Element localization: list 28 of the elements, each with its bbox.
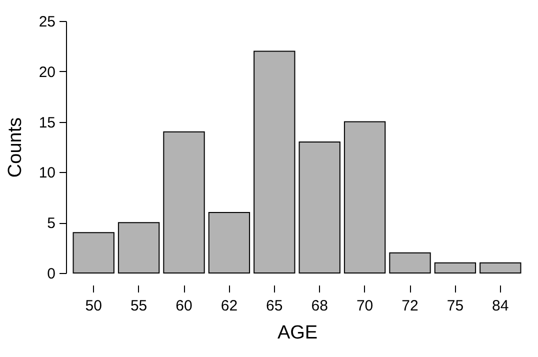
x-axis-title: AGE <box>277 322 318 344</box>
bar <box>344 121 386 274</box>
bar <box>389 252 431 274</box>
y-tick-label: 25 <box>38 14 56 30</box>
x-tick-label: 70 <box>356 298 374 314</box>
bar <box>434 262 476 274</box>
y-tick-label: 5 <box>47 215 56 232</box>
bar <box>118 222 160 274</box>
bar <box>480 262 522 274</box>
x-tick-label: 75 <box>446 298 464 314</box>
y-tick-label: 15 <box>38 114 56 132</box>
bar <box>298 141 340 274</box>
y-tick-label: 10 <box>38 164 56 182</box>
x-tick-label: 72 <box>402 298 418 314</box>
x-tick-label: 65 <box>266 298 283 314</box>
x-tick-label: 50 <box>85 298 102 314</box>
x-tick-label: 60 <box>176 298 192 314</box>
bar <box>163 131 205 274</box>
x-tick-label: 55 <box>130 298 148 314</box>
x-tick-label: 62 <box>220 298 238 314</box>
y-axis-title: Counts <box>4 117 26 178</box>
bar <box>72 232 114 274</box>
bar <box>208 212 250 274</box>
x-tick-label: 84 <box>492 298 509 314</box>
x-tick-label: 68 <box>311 298 328 314</box>
y-tick-label: 20 <box>38 64 56 81</box>
bar <box>254 50 296 274</box>
y-tick-label: 0 <box>47 266 56 282</box>
